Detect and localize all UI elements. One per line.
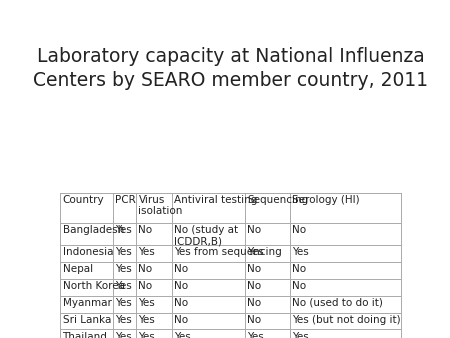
Text: Yes: Yes: [292, 247, 308, 257]
Text: Laboratory capacity at National Influenza
Centers by SEARO member country, 2011: Laboratory capacity at National Influenz…: [33, 47, 428, 90]
Text: No (study at
ICDDR,B): No (study at ICDDR,B): [174, 225, 238, 246]
Text: Yes: Yes: [292, 332, 308, 338]
Text: North Korea: North Korea: [63, 281, 125, 291]
Text: Yes: Yes: [139, 298, 155, 308]
Text: No: No: [248, 315, 261, 324]
Text: No: No: [248, 264, 261, 274]
Text: Yes: Yes: [139, 315, 155, 324]
Text: No: No: [174, 315, 188, 324]
Text: Yes: Yes: [115, 332, 132, 338]
Text: No: No: [174, 298, 188, 308]
Text: No: No: [248, 225, 261, 235]
Text: Yes: Yes: [115, 315, 132, 324]
Text: Sequencing: Sequencing: [248, 195, 309, 205]
Text: No: No: [174, 264, 188, 274]
Text: No: No: [139, 281, 153, 291]
Text: Antiviral testing: Antiviral testing: [174, 195, 257, 205]
Text: No: No: [248, 298, 261, 308]
Text: No: No: [292, 264, 306, 274]
Text: Yes: Yes: [248, 247, 264, 257]
Text: Yes from sequencing: Yes from sequencing: [174, 247, 282, 257]
Text: No: No: [174, 281, 188, 291]
Text: No: No: [292, 225, 306, 235]
Text: Yes: Yes: [115, 225, 132, 235]
Text: Yes: Yes: [174, 332, 191, 338]
Text: Country: Country: [63, 195, 104, 205]
Text: No: No: [139, 264, 153, 274]
Text: Yes: Yes: [115, 298, 132, 308]
Text: Bangladesh: Bangladesh: [63, 225, 124, 235]
Text: Yes: Yes: [248, 332, 264, 338]
Text: Virus
isolation: Virus isolation: [139, 195, 183, 217]
Text: Yes: Yes: [139, 332, 155, 338]
Text: PCR: PCR: [115, 195, 136, 205]
Text: Sri Lanka: Sri Lanka: [63, 315, 111, 324]
Text: No: No: [139, 225, 153, 235]
Text: No: No: [248, 281, 261, 291]
Text: Indonesia: Indonesia: [63, 247, 113, 257]
Text: Nepal: Nepal: [63, 264, 93, 274]
Text: Yes: Yes: [115, 264, 132, 274]
Text: No: No: [292, 281, 306, 291]
Text: Yes: Yes: [115, 247, 132, 257]
Text: Thailand: Thailand: [63, 332, 108, 338]
Text: Myanmar: Myanmar: [63, 298, 112, 308]
Text: No (used to do it): No (used to do it): [292, 298, 382, 308]
Text: Serology (HI): Serology (HI): [292, 195, 359, 205]
Text: Yes: Yes: [139, 247, 155, 257]
Text: Yes (but not doing it): Yes (but not doing it): [292, 315, 400, 324]
Text: Yes: Yes: [115, 281, 132, 291]
